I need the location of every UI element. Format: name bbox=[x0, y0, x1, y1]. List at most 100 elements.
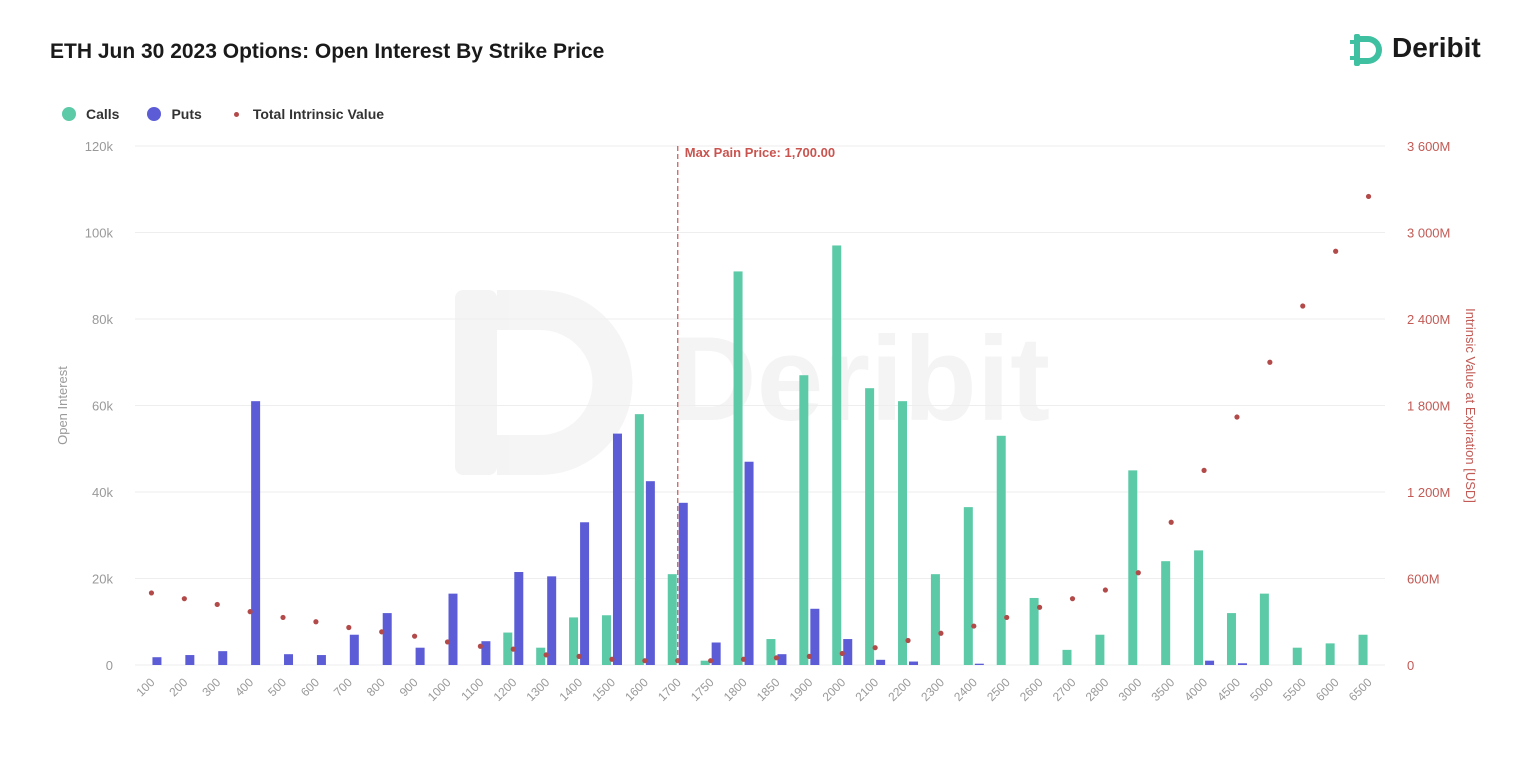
x-tick-label: 2100 bbox=[852, 675, 881, 704]
y2-tick-label: 3 000M bbox=[1407, 226, 1450, 241]
watermark-logo-icon bbox=[497, 290, 633, 475]
y-tick-label: 40k bbox=[92, 485, 113, 500]
watermark-text: Deribit bbox=[670, 312, 1050, 446]
watermark-logo-icon bbox=[455, 290, 497, 475]
bar-calls bbox=[832, 245, 842, 665]
bar-calls bbox=[898, 401, 908, 665]
bar-calls bbox=[930, 574, 940, 665]
bar-calls bbox=[963, 507, 973, 665]
intrinsic-value-point bbox=[1135, 570, 1141, 576]
y2-tick-label: 0 bbox=[1407, 658, 1414, 673]
bar-puts bbox=[316, 655, 326, 665]
bar-puts bbox=[349, 634, 359, 665]
bar-puts bbox=[876, 659, 886, 665]
bar-calls bbox=[1358, 634, 1368, 665]
intrinsic-value-point bbox=[1069, 596, 1076, 602]
x-tick-label: 3500 bbox=[1149, 675, 1178, 704]
intrinsic-value-point bbox=[740, 656, 747, 662]
legend-item-intrinsic[interactable]: Total Intrinsic Value bbox=[230, 106, 384, 122]
x-tick-label: 400 bbox=[232, 675, 256, 699]
bar-puts bbox=[547, 576, 557, 665]
intrinsic-value-point bbox=[1300, 303, 1306, 309]
bar-puts bbox=[284, 654, 294, 665]
bar-calls bbox=[1194, 550, 1204, 665]
intrinsic-value-point bbox=[1201, 467, 1207, 473]
intrinsic-value-point bbox=[148, 590, 155, 596]
legend-label-puts: Puts bbox=[171, 106, 202, 122]
x-tick-label: 500 bbox=[265, 675, 289, 699]
x-tick-label: 1800 bbox=[721, 675, 750, 704]
x-tick-label: 2200 bbox=[885, 675, 914, 704]
watermark: Deribit bbox=[455, 290, 1050, 475]
y2-tick-label: 3 600M bbox=[1407, 139, 1450, 154]
x-tick-label: 2500 bbox=[984, 675, 1013, 704]
chart-title: ETH Jun 30 2023 Options: Open Interest B… bbox=[50, 40, 605, 63]
intrinsic-value-point bbox=[576, 653, 582, 659]
bar-calls bbox=[536, 647, 546, 665]
bar-calls bbox=[766, 639, 776, 665]
intrinsic-value-point bbox=[1333, 248, 1339, 254]
intrinsic-value-point bbox=[313, 619, 319, 625]
intrinsic-value-point bbox=[280, 614, 286, 621]
bar-calls bbox=[503, 632, 513, 665]
x-tick-label: 800 bbox=[364, 675, 388, 699]
y-tick-label: 80k bbox=[92, 312, 113, 327]
x-tick-label: 5500 bbox=[1280, 675, 1309, 704]
x-tick-label: 2400 bbox=[951, 675, 980, 704]
x-tick-label: 4500 bbox=[1214, 675, 1243, 704]
bar-puts bbox=[678, 502, 688, 665]
y2-tick-label: 2 400M bbox=[1407, 312, 1450, 327]
calls-swatch-icon bbox=[62, 107, 76, 121]
bar-puts bbox=[251, 401, 261, 665]
max-pain-label: Max Pain Price: 1,700.00 bbox=[685, 145, 835, 160]
bar-calls bbox=[1095, 634, 1105, 665]
legend-item-puts[interactable]: Puts bbox=[147, 106, 202, 122]
x-tick-label: 600 bbox=[298, 675, 322, 699]
y-tick-label: 100k bbox=[85, 226, 114, 241]
intrinsic-value-point bbox=[247, 609, 253, 615]
x-tick-label: 1500 bbox=[589, 675, 618, 704]
intrinsic-value-point bbox=[543, 652, 549, 658]
bar-puts bbox=[481, 641, 491, 665]
bar-calls bbox=[799, 375, 809, 665]
bar-calls bbox=[733, 271, 743, 665]
bar-calls bbox=[865, 388, 875, 665]
bar-puts bbox=[382, 613, 392, 665]
intrinsic-value-point bbox=[938, 630, 944, 636]
x-tick-label: 2300 bbox=[918, 675, 947, 704]
x-tick-label: 1850 bbox=[754, 675, 783, 704]
legend-item-calls[interactable]: Calls bbox=[62, 106, 119, 122]
intrinsic-value-point bbox=[346, 624, 352, 631]
y-tick-label: 120k bbox=[85, 139, 114, 154]
intrinsic-value-point bbox=[1267, 359, 1273, 365]
bar-puts bbox=[218, 651, 228, 665]
x-tick-label: 2800 bbox=[1083, 675, 1112, 704]
bar-puts bbox=[514, 572, 524, 665]
bar-puts bbox=[415, 647, 425, 665]
bar-puts bbox=[909, 661, 919, 665]
intrinsic-value-point bbox=[181, 596, 187, 602]
x-tick-label: 700 bbox=[331, 675, 355, 699]
bar-calls bbox=[569, 617, 579, 665]
bar-puts bbox=[843, 639, 853, 665]
x-tick-label: 4000 bbox=[1181, 675, 1210, 704]
intrinsic-value-point bbox=[642, 658, 648, 664]
bar-puts bbox=[974, 663, 984, 665]
bar-calls bbox=[667, 574, 677, 665]
x-tick-label: 1100 bbox=[458, 675, 486, 703]
bar-puts bbox=[810, 608, 820, 665]
intrinsic-value-point bbox=[510, 646, 516, 652]
bar-calls bbox=[1128, 470, 1138, 665]
x-tick-label: 1900 bbox=[787, 675, 816, 704]
y-tick-label: 60k bbox=[92, 399, 113, 414]
bar-puts bbox=[152, 657, 162, 665]
bar-puts bbox=[744, 461, 754, 665]
x-tick-label: 100 bbox=[134, 675, 158, 699]
intrinsic-value-point bbox=[708, 658, 714, 664]
bar-puts bbox=[448, 593, 458, 665]
bar-puts bbox=[185, 655, 195, 665]
bar-calls bbox=[601, 615, 611, 665]
bar-calls bbox=[700, 660, 710, 665]
bar-puts bbox=[612, 433, 622, 665]
intrinsic-value-point bbox=[379, 629, 385, 635]
